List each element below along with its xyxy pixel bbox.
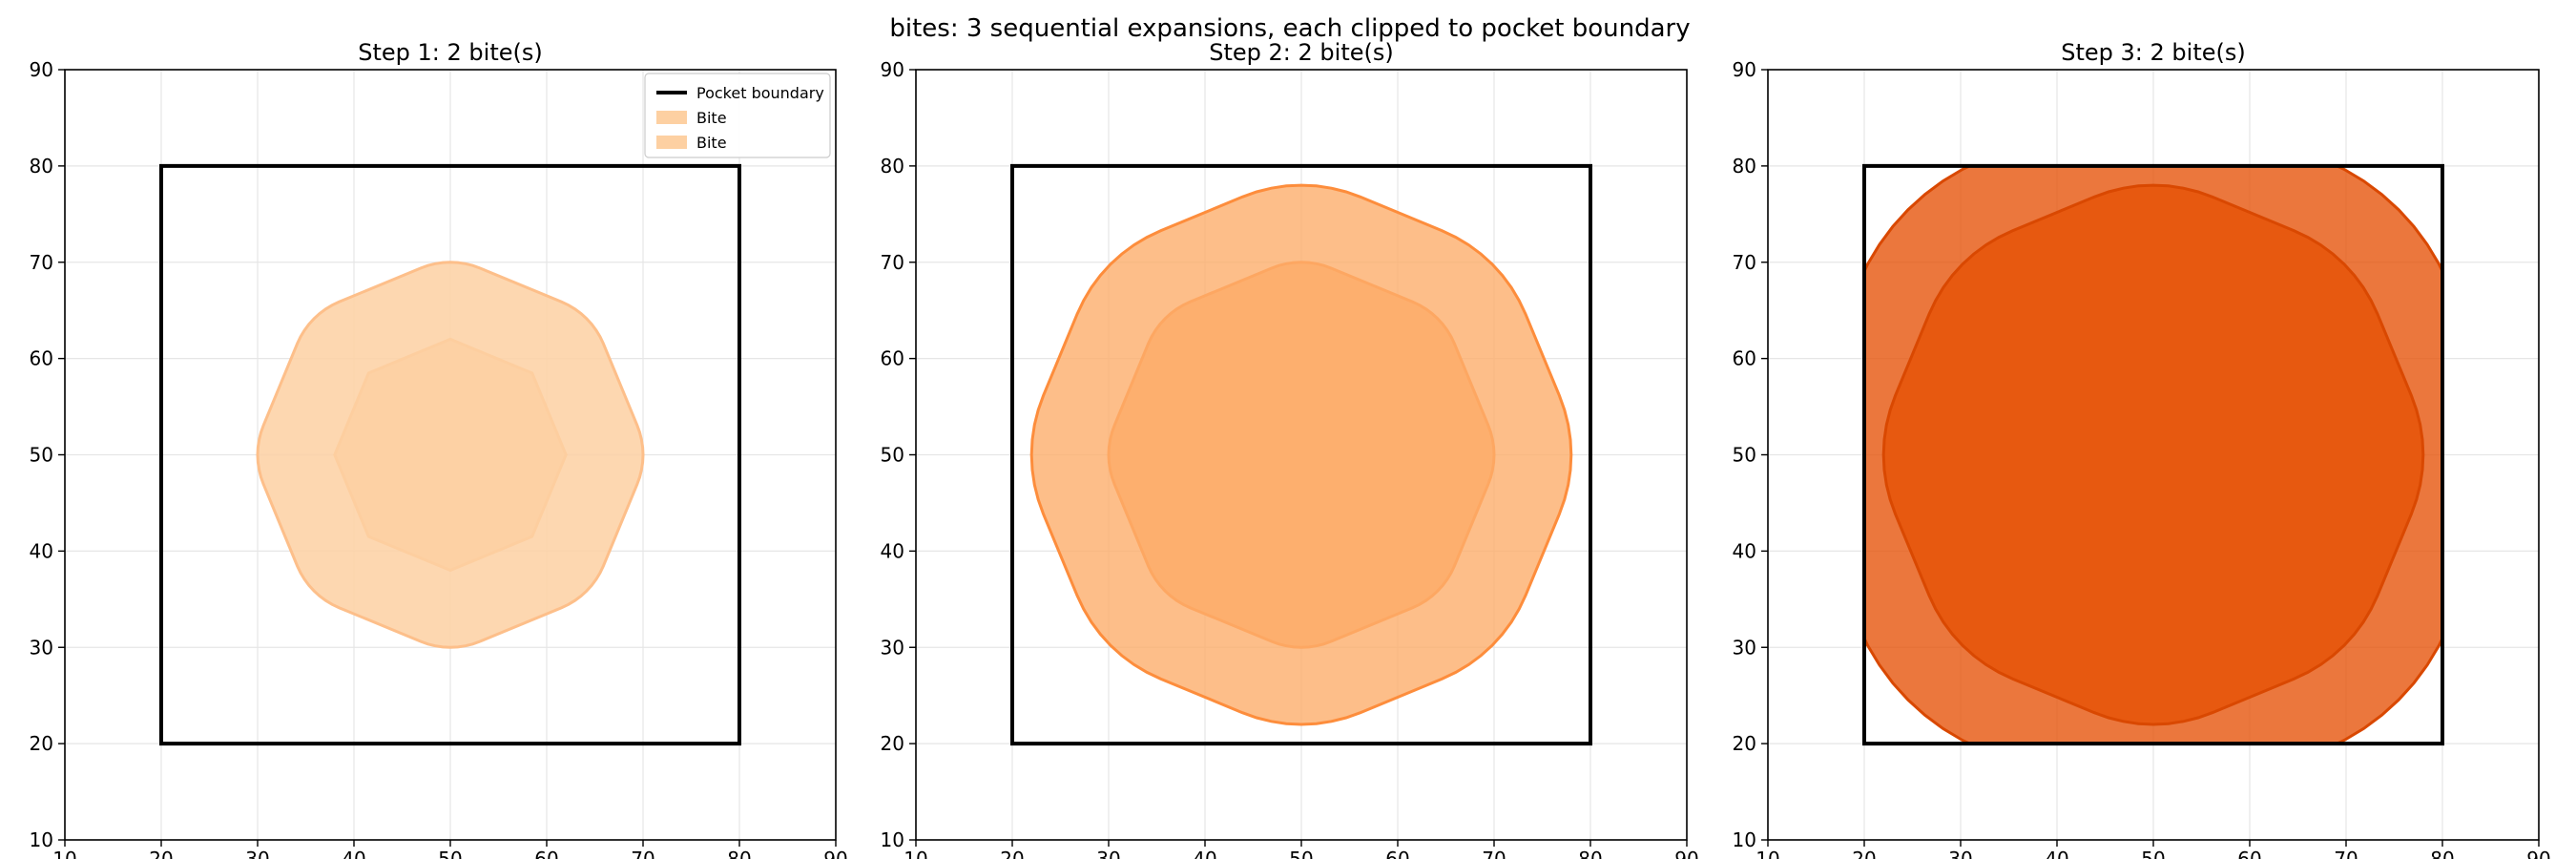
y-tick-label: 80: [1733, 155, 1756, 178]
x-tick-label: 30: [1948, 848, 1972, 859]
bite-2: [256, 261, 645, 649]
y-tick-label: 20: [30, 732, 53, 755]
y-tick-label: 30: [881, 636, 904, 659]
x-tick-label: 50: [2141, 848, 2165, 859]
x-tick-label: 90: [2526, 848, 2550, 859]
x-tick-label: 80: [2430, 848, 2454, 859]
panel-title: Step 1: 2 bite(s): [358, 39, 542, 66]
x-tick-label: 80: [1578, 848, 1602, 859]
x-tick-label: 60: [534, 848, 558, 859]
panel-3: Step 3: 2 bite(s) 10 20 30 40 50 60 70 80 90 10 20 3…: [1733, 39, 2551, 859]
bite-2: [1029, 183, 1573, 726]
x-tick-label: 30: [1096, 848, 1120, 859]
x-tick-label: 40: [342, 848, 365, 859]
legend: Pocket boundary Bite Bite: [644, 73, 831, 158]
panels: Step 1: 2 bite(s) 10 20 30 40 50 60 70 80 90 10 20 3…: [30, 39, 2551, 859]
pocket-boundary: [1862, 163, 2444, 746]
x-tick-label: 20: [1852, 848, 1876, 859]
panel-1: Step 1: 2 bite(s) 10 20 30 40 50 60 70 80 90 10 20 3…: [30, 39, 848, 859]
x-tick-label: 90: [1674, 848, 1698, 859]
y-tick-label: 40: [881, 539, 904, 562]
y-tick-label: 50: [30, 444, 53, 467]
bite-2: [1881, 183, 2425, 726]
y-tick-label: 50: [1733, 444, 1756, 467]
x-tick-label: 10: [904, 848, 927, 859]
x-tick-label: 10: [1755, 848, 1779, 859]
x-tick-label: 70: [631, 848, 654, 859]
y-tick-label: 50: [881, 444, 904, 467]
x-tick-label: 50: [1289, 848, 1313, 859]
panel-title: Step 3: 2 bite(s): [2061, 39, 2245, 66]
y-tick-label: 90: [30, 58, 53, 81]
y-tick-label: 90: [881, 58, 904, 81]
y-tick-label: 30: [1733, 636, 1756, 659]
legend-bite-swatch: [656, 136, 687, 149]
figure-suptitle: bites: 3 sequential expansions, each cli…: [889, 14, 1690, 43]
y-tick-label: 10: [881, 828, 904, 851]
y-tick-label: 40: [30, 539, 53, 562]
x-tick-label: 40: [2045, 848, 2068, 859]
y-tick-label: 60: [30, 347, 53, 370]
panel-title: Step 2: 2 bite(s): [1209, 39, 1393, 66]
y-tick-label: 70: [30, 251, 53, 274]
y-tick-label: 80: [30, 155, 53, 178]
panel-2: Step 2: 2 bite(s) 10 20 30 40 50 60 70 80 90 10 20 3…: [881, 39, 1699, 859]
x-tick-label: 10: [52, 848, 76, 859]
y-tick-label: 40: [1733, 539, 1756, 562]
y-tick-label: 70: [881, 251, 904, 274]
y-tick-label: 90: [1733, 58, 1756, 81]
legend-bite-swatch: [656, 111, 687, 124]
x-tick-label: 90: [823, 848, 847, 859]
legend-label: Bite: [696, 134, 727, 152]
x-tick-label: 20: [1000, 848, 1024, 859]
x-tick-label: 70: [2334, 848, 2358, 859]
y-tick-label: 10: [30, 828, 53, 851]
legend-label: Pocket boundary: [696, 84, 824, 102]
y-tick-label: 70: [1733, 251, 1756, 274]
legend-box: [644, 73, 831, 158]
x-tick-label: 30: [245, 848, 269, 859]
y-tick-label: 20: [881, 732, 904, 755]
y-tick-label: 30: [30, 636, 53, 659]
y-tick-label: 60: [881, 347, 904, 370]
x-tick-label: 60: [1385, 848, 1409, 859]
x-tick-label: 70: [1482, 848, 1506, 859]
pocket-boundary: [1010, 163, 1592, 746]
pocket-boundary: [159, 163, 741, 746]
x-tick-label: 20: [149, 848, 173, 859]
x-tick-label: 50: [438, 848, 462, 859]
y-tick-label: 20: [1733, 732, 1756, 755]
legend-label: Bite: [696, 109, 727, 127]
y-tick-label: 10: [1733, 828, 1756, 851]
x-tick-label: 80: [727, 848, 751, 859]
y-tick-label: 60: [1733, 347, 1756, 370]
x-tick-label: 40: [1193, 848, 1216, 859]
y-tick-label: 80: [881, 155, 904, 178]
x-tick-label: 60: [2237, 848, 2261, 859]
